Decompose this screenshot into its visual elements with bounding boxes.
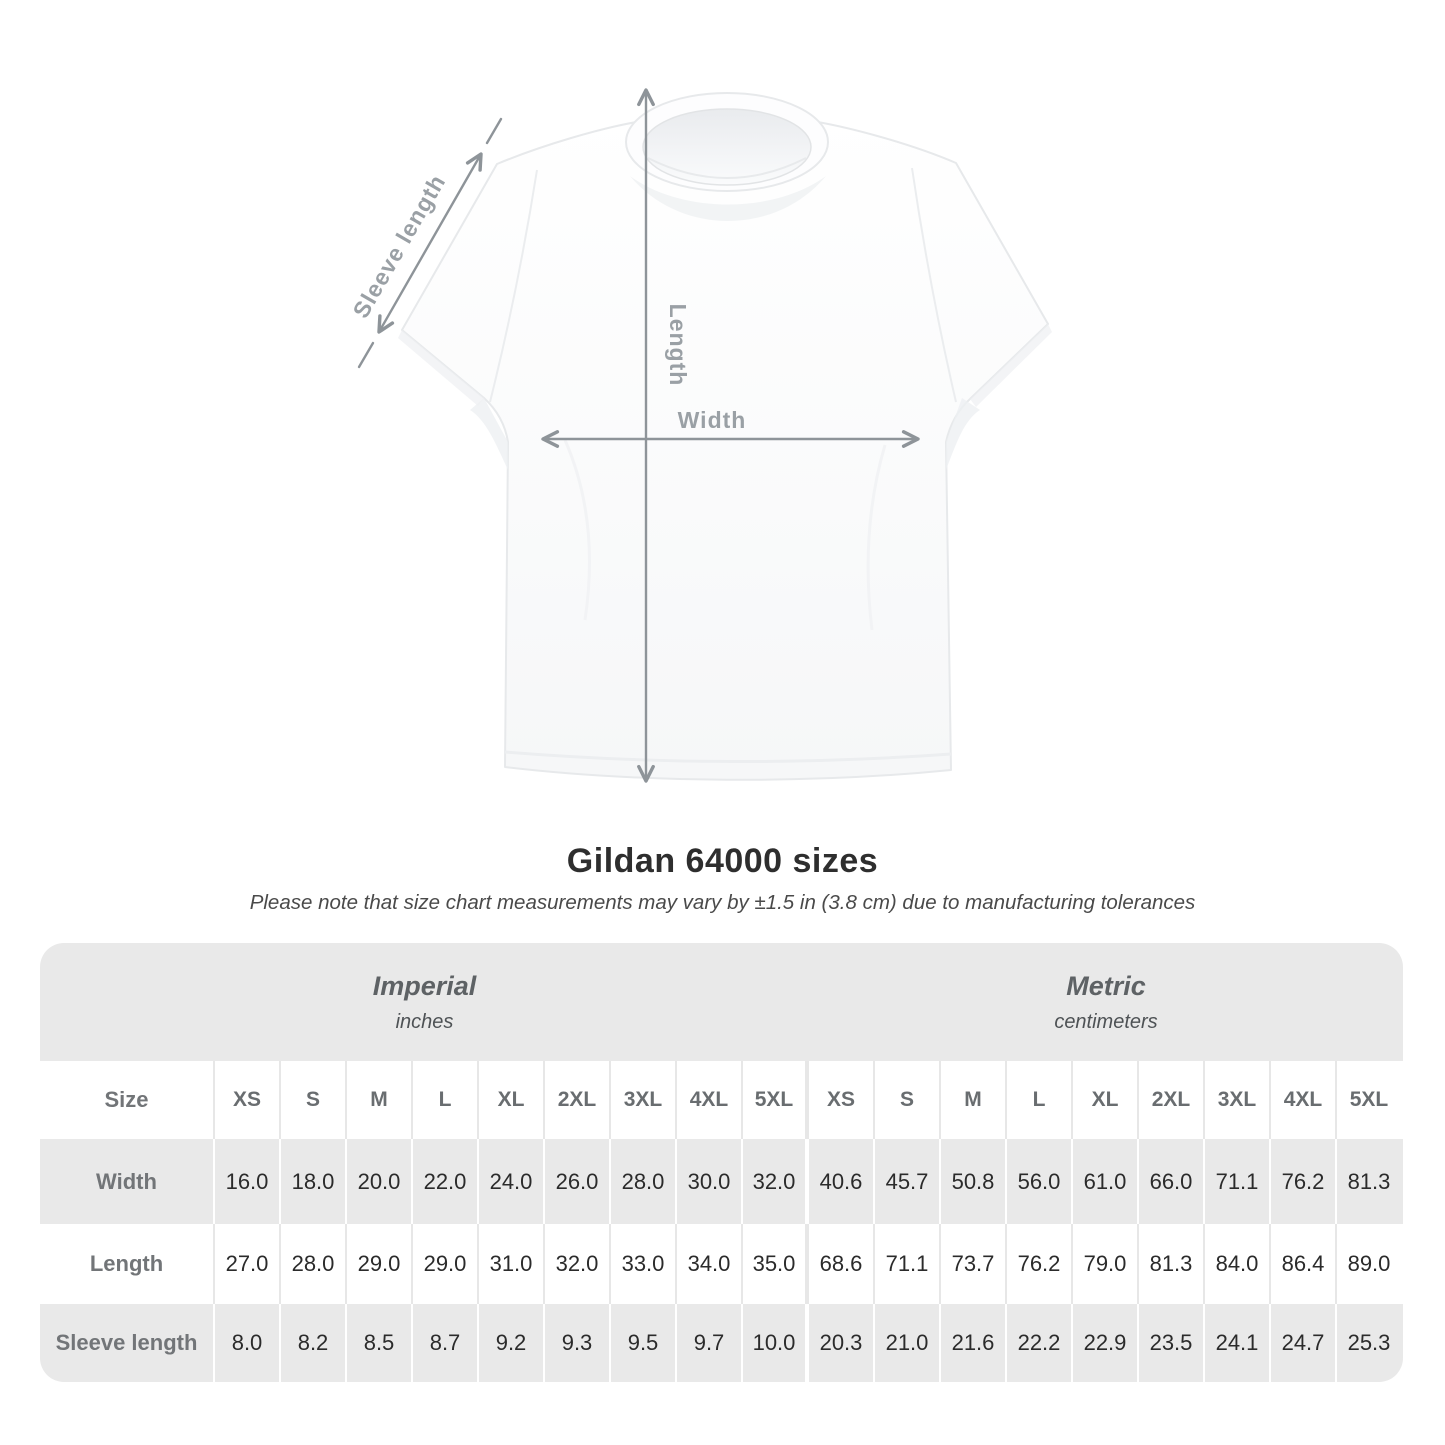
size-header-cell: 3XL [611,1061,677,1139]
value-cell: 71.1 [875,1224,941,1304]
value-cell: 24.1 [1205,1304,1271,1382]
tshirt-shape [398,92,1052,781]
value-cell: 79.0 [1073,1224,1139,1304]
value-cell: 8.0 [215,1304,281,1382]
value-cell: 16.0 [215,1139,281,1224]
size-header-cell: XL [1073,1061,1139,1139]
value-cell: 21.6 [941,1304,1007,1382]
size-header-cell: M [347,1061,413,1139]
size-header-row: Size XS S M L XL 2XL 3XL 4XL 5XL XS S M … [40,1061,1403,1139]
metric-section-header: Metric centimeters [809,943,1403,1061]
value-cell: 34.0 [677,1224,743,1304]
value-cell: 35.0 [743,1224,809,1304]
size-header-cell: 3XL [1205,1061,1271,1139]
value-cell: 86.4 [1271,1224,1337,1304]
size-header-cell: 5XL [1349,1088,1389,1111]
size-chart-table: Imperial inches Metric centimeters Size … [40,943,1403,1382]
row-label: Width [40,1139,215,1224]
value-cell: 8.7 [413,1304,479,1382]
width-dimension: Width [541,407,920,448]
value-cell: 61.0 [1073,1139,1139,1224]
tolerance-note: Please note that size chart measurements… [249,891,1196,914]
size-column-header: Size [40,1061,215,1139]
row-label: Length [40,1224,215,1304]
value-cell: 9.7 [677,1304,743,1382]
value-cell: 9.2 [479,1304,545,1382]
units-header-band: Imperial inches Metric centimeters [40,943,1403,1061]
value-cell: 10.0 [743,1304,809,1382]
sleeve-length-row: Sleeve length 8.0 8.2 8.5 8.7 9.2 9.3 9.… [40,1304,1403,1382]
value-cell: 71.1 [1205,1139,1271,1224]
value-cell: 45.7 [875,1139,941,1224]
imperial-title: Imperial [372,970,477,1001]
value-cell: 30.0 [677,1139,743,1224]
value-cell: 20.0 [347,1139,413,1224]
value-cell: 29.0 [413,1224,479,1304]
value-cell: 24.7 [1271,1304,1337,1382]
value-cell: 22.9 [1073,1304,1139,1382]
value-cell: 28.0 [281,1224,347,1304]
value-cell: 23.5 [1139,1304,1205,1382]
value-cell: 22.2 [1007,1304,1073,1382]
metric-unit: centimeters [1054,1010,1158,1033]
value-cell: 9.3 [545,1304,611,1382]
size-header-cell: S [281,1061,347,1139]
value-cell: 76.2 [1271,1139,1337,1224]
width-label: Width [678,407,747,433]
size-header-cell: 4XL [1271,1061,1337,1139]
length-label: Length [665,304,691,387]
value-cell: 56.0 [1007,1139,1073,1224]
size-header-cell: 2XL [545,1061,611,1139]
value-cell: 33.0 [611,1224,677,1304]
size-header-cell: L [1007,1061,1073,1139]
size-header-cell: 2XL [1139,1061,1205,1139]
value-cell: 81.3 [1139,1224,1205,1304]
value-cell: 9.5 [611,1304,677,1382]
value-cell: 81.3 [1347,1168,1391,1194]
length-row: Length 27.0 28.0 29.0 29.0 31.0 32.0 33.… [40,1224,1403,1304]
size-header-cell: XS [809,1061,875,1139]
imperial-section-header: Imperial inches [40,943,809,1061]
size-header-cell: M [941,1061,1007,1139]
metric-title: Metric [1066,970,1146,1001]
size-header-cell: L [413,1061,479,1139]
value-cell: 32.0 [545,1224,611,1304]
value-cell: 29.0 [347,1224,413,1304]
value-cell: 84.0 [1205,1224,1271,1304]
value-cell: 66.0 [1139,1139,1205,1224]
row-label: Sleeve length [40,1304,215,1382]
size-header-cell: XL [479,1061,545,1139]
value-cell: 28.0 [611,1139,677,1224]
value-cell: 73.7 [941,1224,1007,1304]
value-cell: 18.0 [281,1139,347,1224]
value-cell: 27.0 [215,1224,281,1304]
value-cell: 22.0 [413,1139,479,1224]
value-cell: 8.5 [347,1304,413,1382]
value-cell: 8.2 [281,1304,347,1382]
size-header-cell: XS [215,1061,281,1139]
value-cell: 89.0 [1347,1251,1391,1276]
size-header-cell: 4XL [677,1061,743,1139]
value-cell: 32.0 [743,1139,809,1224]
value-cell: 25.3 [1347,1330,1391,1355]
value-cell: 26.0 [545,1139,611,1224]
tshirt-illustration: Sleeve length Length Width [347,88,1052,783]
width-row: Width 16.0 18.0 20.0 22.0 24.0 26.0 28.0… [40,1139,1403,1224]
value-cell: 24.0 [479,1139,545,1224]
value-cell: 76.2 [1007,1224,1073,1304]
size-header-cell: S [875,1061,941,1139]
value-cell: 40.6 [809,1139,875,1224]
value-cell: 20.3 [809,1304,875,1382]
page-title: Gildan 64000 sizes [566,842,879,880]
size-header-cell: 5XL [743,1061,809,1139]
value-cell: 21.0 [875,1304,941,1382]
imperial-unit: inches [395,1010,454,1033]
value-cell: 50.8 [941,1139,1007,1224]
value-cell: 68.6 [809,1224,875,1304]
value-cell: 31.0 [479,1224,545,1304]
tshirt-measurement-diagram: Sleeve length Length Width [347,88,1052,783]
